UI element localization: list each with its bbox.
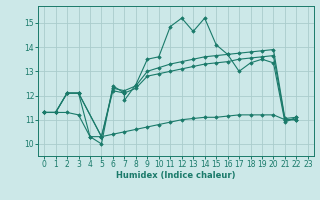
X-axis label: Humidex (Indice chaleur): Humidex (Indice chaleur) [116,171,236,180]
